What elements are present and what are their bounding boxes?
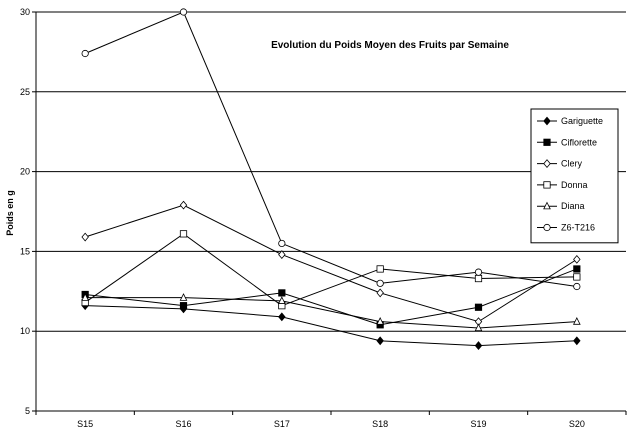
data-point	[179, 230, 188, 238]
y-axis-label: Poids en g	[5, 190, 15, 236]
data-point	[278, 250, 286, 260]
y-tick-label: 5	[25, 406, 30, 416]
data-point	[81, 49, 89, 58]
y-tick-label: 10	[20, 326, 30, 336]
data-point	[376, 265, 384, 273]
series	[81, 293, 581, 332]
legend-item: Gariguette	[537, 116, 603, 126]
x-tick-label: S18	[372, 419, 388, 429]
data-point	[474, 303, 483, 311]
axes: 5 10 15 20 25 30 S15 S16 S17 S18 S19 S20	[20, 7, 627, 429]
data-point	[376, 317, 385, 325]
data-point	[474, 274, 483, 283]
legend-label: Diana	[561, 201, 585, 211]
data-point	[376, 288, 384, 298]
legend-box	[530, 108, 619, 244]
data-point	[474, 341, 483, 350]
data-point	[543, 138, 551, 146]
data-point	[278, 239, 286, 248]
series-group	[81, 8, 581, 350]
data-point	[543, 116, 551, 126]
data-point	[573, 254, 581, 264]
x-tick-label: S17	[274, 419, 290, 429]
series-line	[84, 11, 577, 288]
data-point	[573, 282, 581, 291]
data-point	[572, 317, 581, 325]
data-point	[277, 296, 286, 304]
series-line	[85, 268, 578, 326]
series	[81, 230, 581, 310]
data-point	[81, 293, 90, 301]
y-tick-label: 20	[20, 167, 30, 177]
chart-title: Evolution du Poids Moyen des Fruits par …	[271, 40, 509, 51]
series-line	[85, 305, 577, 347]
x-tick-label: S15	[77, 419, 93, 429]
data-point	[573, 273, 581, 281]
grid-lines	[36, 11, 626, 332]
data-point	[179, 293, 188, 301]
legend-item: Donna	[537, 180, 588, 190]
data-point	[543, 159, 551, 169]
series-line	[84, 233, 577, 307]
data-point	[543, 201, 551, 210]
legend-label: Gariguette	[561, 116, 603, 126]
y-tick-label: 30	[20, 7, 30, 17]
data-point	[543, 223, 551, 232]
data-point	[474, 323, 483, 332]
legend-label: Donna	[561, 180, 588, 190]
series	[81, 200, 581, 327]
data-point	[573, 336, 581, 346]
series-line	[85, 204, 578, 323]
data-point	[474, 268, 483, 276]
data-point	[179, 200, 188, 210]
legend-item: Clery	[537, 159, 583, 169]
x-tick-label: S20	[569, 419, 585, 429]
x-tick-label: S19	[470, 419, 486, 429]
data-point	[278, 289, 286, 297]
data-point	[278, 312, 286, 322]
data-point	[376, 279, 384, 287]
legend-item: Ciflorette	[537, 137, 597, 147]
series	[81, 8, 581, 291]
data-point	[179, 8, 188, 16]
data-point	[179, 302, 188, 310]
legend-label: Z6-T216	[561, 223, 595, 233]
series-line	[85, 297, 577, 329]
data-point	[543, 181, 551, 189]
legend-label: Clery	[561, 159, 583, 169]
y-tick-label: 25	[20, 87, 30, 97]
legend-item: Diana	[537, 201, 585, 211]
series	[81, 265, 581, 329]
legend-label: Ciflorette	[561, 137, 597, 147]
data-point	[573, 265, 581, 273]
data-point	[81, 232, 89, 242]
y-tick-label: 15	[20, 246, 30, 256]
data-point	[376, 336, 384, 346]
x-tick-label: S16	[175, 419, 191, 429]
legend: Gariguette Ciflorette Clery Donna Diana Z6-T2…	[530, 108, 619, 244]
legend-item: Z6-T216	[537, 223, 595, 233]
